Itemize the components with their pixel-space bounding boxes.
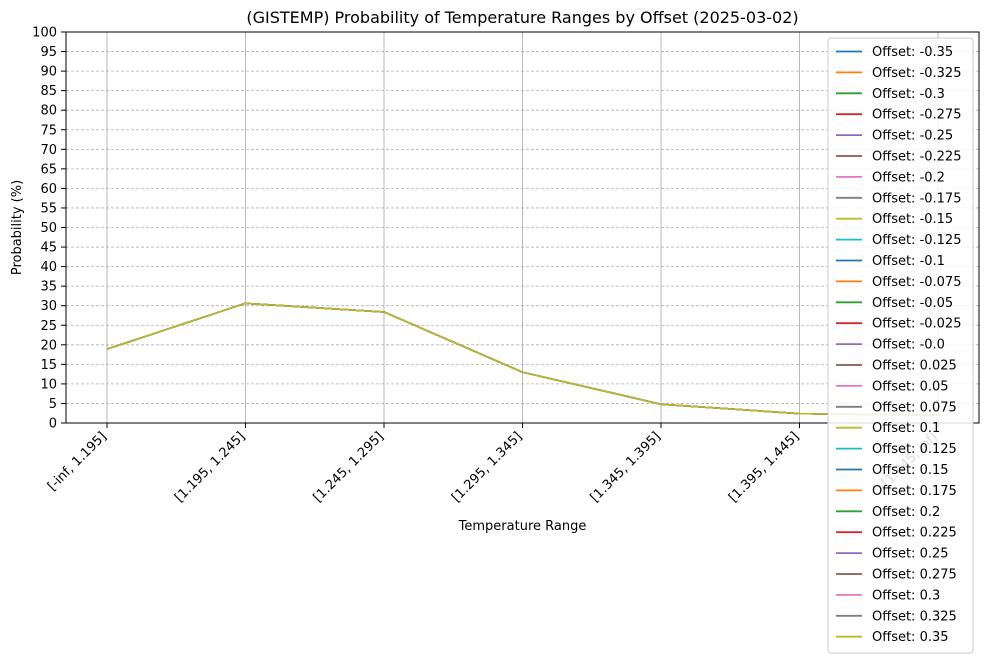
- legend-entry-label: Offset: 0.35: [872, 630, 949, 645]
- legend-entry-label: Offset: -0.0: [872, 338, 945, 353]
- legend-entry-label: Offset: 0.075: [872, 400, 957, 415]
- legend-entry-label: Offset: -0.05: [872, 296, 953, 311]
- y-tick-label: 15: [40, 358, 57, 373]
- y-tick-label: 95: [40, 45, 57, 60]
- grid-layer: [66, 32, 979, 423]
- legend-entry-label: Offset: -0.25: [872, 129, 953, 144]
- y-tick-label: 30: [40, 299, 57, 314]
- legend-entry-label: Offset: 0.325: [872, 609, 957, 624]
- y-tick-label: 45: [40, 241, 57, 256]
- y-tick-label: 50: [40, 221, 57, 236]
- x-tick-label: [1.245, 1.295]: [311, 429, 387, 505]
- chart-title: (GISTEMP) Probability of Temperature Ran…: [246, 8, 798, 27]
- y-tick-label: 10: [40, 377, 57, 392]
- legend-entry-label: Offset: 0.125: [872, 442, 957, 457]
- y-tick-label: 100: [32, 26, 57, 41]
- x-tick-label: [1.195, 1.245]: [172, 429, 248, 505]
- y-tick-label: 25: [40, 319, 57, 334]
- legend-entry-label: Offset: -0.025: [872, 317, 961, 332]
- y-tick-label: 60: [40, 182, 57, 197]
- series-layer: [106, 302, 939, 416]
- x-tick-label: [1.395, 1.445]: [726, 429, 802, 505]
- y-tick-label: 70: [40, 143, 57, 158]
- y-tick-label: 0: [49, 417, 57, 432]
- legend-entry-label: Offset: 0.25: [872, 547, 949, 562]
- legend-entry-label: Offset: 0.1: [872, 421, 940, 436]
- legend: Offset: -0.35 Offset: -0.325 Offset: -0.3 O…: [827, 37, 974, 654]
- legend-entry-label: Offset: -0.15: [872, 212, 953, 227]
- series-line-28: [106, 302, 939, 416]
- legend-entry-label: Offset: 0.05: [872, 379, 949, 394]
- y-tick-label: 75: [40, 123, 57, 138]
- y-axis: 0 5 10 15 20 25 30 35 40 45 50 55 60 65 70 75 80 85 90 95 10…: [32, 26, 66, 432]
- y-tick-label: 80: [40, 104, 57, 119]
- legend-entry-label: Offset: -0.275: [872, 108, 961, 123]
- legend-entry-label: Offset: -0.3: [872, 87, 945, 102]
- y-tick-label: 35: [40, 280, 57, 295]
- y-tick-label: 20: [40, 338, 57, 353]
- legend-entry-label: Offset: -0.075: [872, 275, 961, 290]
- legend-entry-label: Offset: -0.325: [872, 66, 961, 81]
- legend-entry-label: Offset: -0.175: [872, 191, 961, 206]
- y-tick-label: 55: [40, 201, 57, 216]
- y-tick-label: 5: [49, 397, 57, 412]
- x-axis-title: Temperature Range: [458, 519, 587, 534]
- x-tick-label: [1.345, 1.395]: [588, 429, 664, 505]
- x-axis: [-inf, 1.195] [1.195, 1.245] [1.245, 1.295…: [45, 423, 941, 505]
- y-tick-label: 40: [40, 260, 57, 275]
- legend-entry-label: Offset: 0.3: [872, 588, 940, 603]
- y-tick-label: 65: [40, 162, 57, 177]
- legend-entry-label: Offset: -0.1: [872, 254, 945, 269]
- legend-entry-label: Offset: 0.175: [872, 484, 957, 499]
- legend-entry-label: Offset: 0.025: [872, 359, 957, 374]
- legend-entry-label: Offset: -0.35: [872, 45, 953, 60]
- y-tick-label: 85: [40, 84, 57, 99]
- legend-entry-label: Offset: 0.15: [872, 463, 949, 478]
- legend-entry-label: Offset: -0.125: [872, 233, 961, 248]
- x-tick-label: [1.295, 1.345]: [449, 429, 525, 505]
- legend-entry-label: Offset: 0.225: [872, 526, 957, 541]
- x-tick-label: [-inf, 1.195]: [45, 429, 110, 494]
- y-axis-title: Probability (%): [10, 180, 25, 275]
- legend-entry-label: Offset: -0.2: [872, 170, 945, 185]
- legend-entry-label: Offset: 0.2: [872, 505, 940, 520]
- y-tick-label: 90: [40, 65, 57, 80]
- legend-entry-label: Offset: -0.225: [872, 150, 961, 165]
- legend-box: [827, 37, 974, 654]
- legend-entry-label: Offset: 0.275: [872, 568, 957, 583]
